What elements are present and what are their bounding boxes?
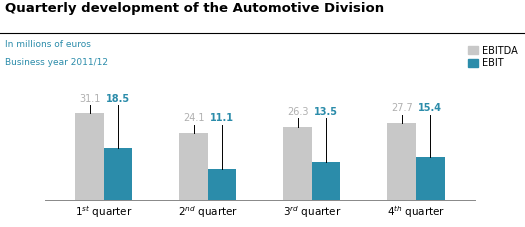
Text: 27.7: 27.7 [391, 103, 413, 113]
Bar [284, 127, 312, 200]
Text: Business year 2011/12: Business year 2011/12 [5, 58, 108, 67]
Text: 31.1: 31.1 [79, 94, 100, 104]
Bar [179, 133, 208, 200]
Text: 24.1: 24.1 [183, 113, 204, 123]
Bar [416, 157, 445, 200]
Legend: EBITDA, EBIT: EBITDA, EBIT [468, 46, 518, 68]
Text: Quarterly development of the Automotive Division: Quarterly development of the Automotive … [5, 2, 384, 15]
Text: 26.3: 26.3 [287, 107, 308, 117]
Text: 13.5: 13.5 [314, 107, 338, 117]
Bar [104, 148, 132, 200]
Bar [75, 114, 104, 200]
Bar [208, 169, 236, 200]
Bar [312, 162, 341, 200]
Text: 15.4: 15.4 [418, 103, 442, 113]
Bar [387, 123, 416, 200]
Text: 18.5: 18.5 [106, 94, 130, 104]
Text: 11.1: 11.1 [210, 113, 234, 123]
Text: In millions of euros: In millions of euros [5, 40, 91, 49]
